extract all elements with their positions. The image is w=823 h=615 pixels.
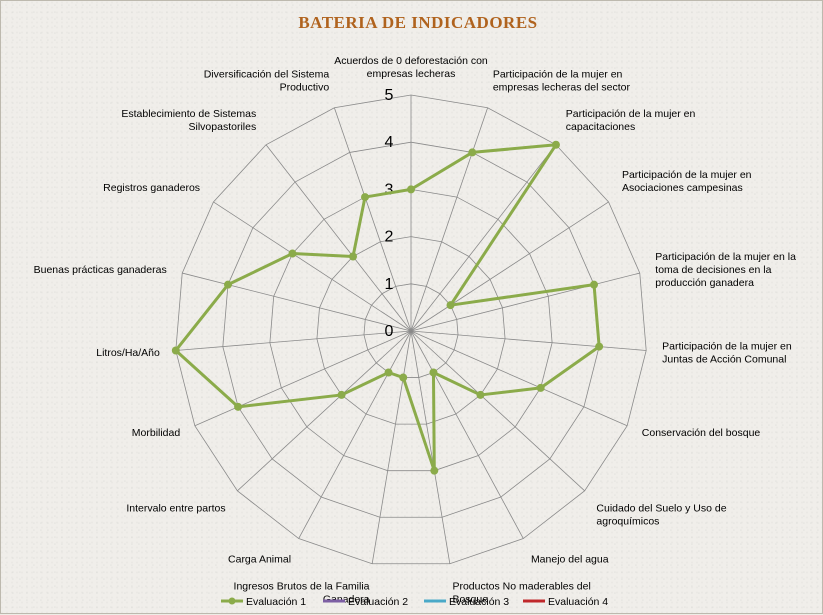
grid-spoke xyxy=(410,330,451,564)
grid-spoke xyxy=(213,201,412,332)
category-label: Participación de la mujer en Juntas de Ac… xyxy=(662,340,792,365)
grid-ring xyxy=(175,94,647,565)
category-label: Intervalo entre partos xyxy=(126,503,225,515)
data-point xyxy=(536,383,545,392)
legend-label: Evaluación 2 xyxy=(348,596,408,608)
grid-spoke xyxy=(371,330,412,564)
grid-ring xyxy=(269,188,553,472)
category-label: Conservación del bosque xyxy=(642,427,761,439)
radial-tick-label: 5 xyxy=(385,87,394,104)
data-point xyxy=(595,342,604,351)
data-point xyxy=(337,390,346,399)
category-label: Participación de la mujer en empresas lec… xyxy=(493,69,631,94)
grid-spoke xyxy=(333,107,412,332)
data-point xyxy=(288,249,297,258)
data-point xyxy=(384,368,393,377)
data-point xyxy=(551,140,560,149)
data-point xyxy=(446,301,455,310)
category-label: Morbilidad xyxy=(132,427,181,439)
grid-spoke xyxy=(410,201,609,332)
data-point xyxy=(234,402,243,411)
grid-spoke xyxy=(410,330,524,539)
radial-tick-label: 2 xyxy=(385,229,394,246)
category-label: Manejo del agua xyxy=(531,554,609,566)
data-point xyxy=(361,193,370,202)
legend-marker xyxy=(228,597,236,605)
data-point xyxy=(468,148,477,157)
category-label: Carga Animal xyxy=(228,554,291,566)
legend-label: Evaluación 3 xyxy=(449,596,509,608)
grid-spoke xyxy=(410,330,647,351)
series-layer xyxy=(171,140,604,475)
category-label: Ingresos Brutos de la Familia Ganadera xyxy=(234,581,370,606)
data-point xyxy=(349,252,358,261)
legend-label: Evaluación 4 xyxy=(548,596,608,608)
grid-spoke xyxy=(194,330,412,427)
grid-spoke xyxy=(175,330,412,351)
category-label: Cuidado del Suelo y Uso de agroquímicos xyxy=(596,503,726,528)
category-label: Acuerdos de 0 deforestación con empresas … xyxy=(334,55,488,80)
grid-spoke xyxy=(182,272,412,332)
data-point xyxy=(399,373,408,382)
category-label: Litros/Ha/Año xyxy=(96,347,160,359)
category-label: Diversificación del Sistema Productivo xyxy=(204,69,330,94)
legend-label: Evaluación 1 xyxy=(246,596,306,608)
grid-spoke xyxy=(237,330,412,492)
radial-tick-labels: 0 1 2 3 4 5 xyxy=(385,87,394,340)
grid-spoke xyxy=(265,144,412,332)
category-label: Participación de la mujer en la toma de d… xyxy=(655,251,796,289)
radial-tick-label: 3 xyxy=(385,181,394,198)
legend: Evaluación 1 Evaluación 2 Evaluación 3 Eval… xyxy=(221,596,608,608)
radial-tick-label: 0 xyxy=(385,323,394,340)
radial-tick-label: 1 xyxy=(385,276,394,293)
chart-title: BATERIA DE INDICADORES xyxy=(298,13,537,32)
data-point xyxy=(407,185,415,194)
grid-spoke xyxy=(410,330,585,492)
category-label: Buenas prácticas ganaderas xyxy=(34,264,167,276)
data-point xyxy=(590,280,599,289)
radar-grid xyxy=(175,94,647,565)
category-labels: Acuerdos de 0 deforestación con empresas … xyxy=(34,55,796,606)
grid-spoke xyxy=(298,330,412,539)
data-point xyxy=(171,346,180,355)
grid-ring xyxy=(222,141,600,518)
grid-spoke xyxy=(410,330,628,427)
radial-tick-label: 4 xyxy=(385,134,394,151)
category-label: Participación de la mujer en Asociaciones… xyxy=(622,169,752,194)
category-label: Registros ganaderos xyxy=(103,182,200,194)
grid-ring xyxy=(316,236,506,425)
data-point xyxy=(476,390,485,399)
data-point xyxy=(430,466,439,475)
category-label: Productos No maderables del Bosque xyxy=(452,581,590,606)
category-label: Participación de la mujer en capacitacion… xyxy=(566,108,696,133)
category-label: Establecimiento de Sistemas Silvopastoril… xyxy=(121,108,256,133)
grid-spoke xyxy=(410,272,640,332)
data-point xyxy=(429,368,438,377)
data-point xyxy=(223,280,232,289)
series-line xyxy=(174,143,601,473)
grid-spoke xyxy=(410,107,489,332)
grid-spoke xyxy=(410,144,557,332)
